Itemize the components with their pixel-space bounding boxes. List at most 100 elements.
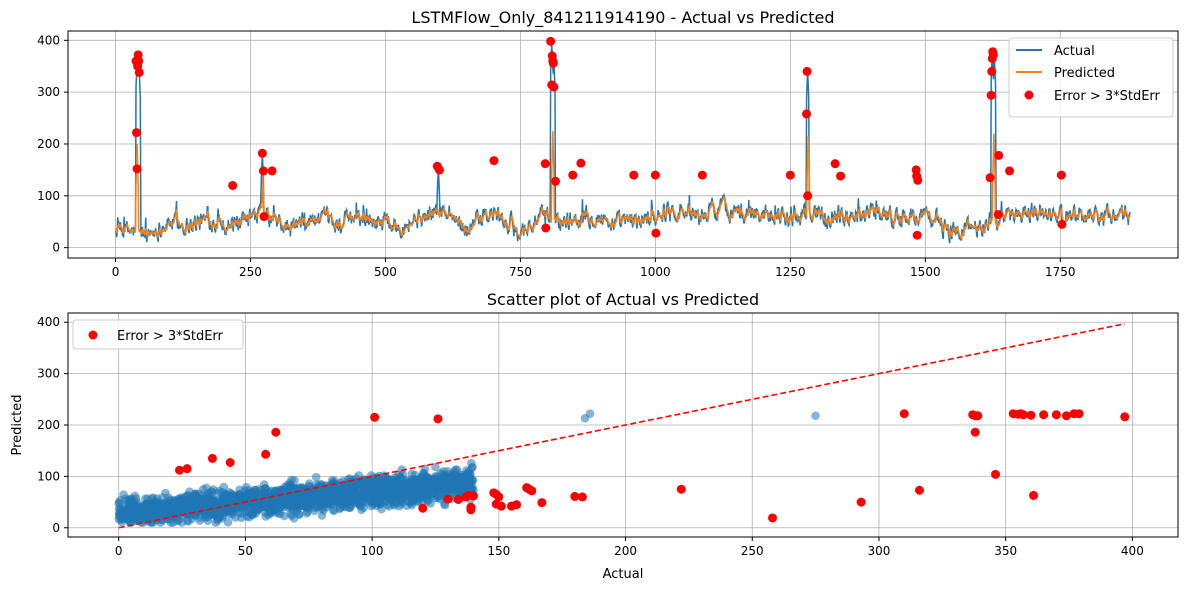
y-tick-label: 400 xyxy=(37,315,60,329)
scatter-error-point xyxy=(577,492,587,502)
scatter-point xyxy=(286,501,295,511)
scatter-point xyxy=(445,482,454,491)
bottom-panel: Scatter plot of Actual vs Predicted 0 50 1… xyxy=(10,290,1179,582)
scatter-point xyxy=(211,518,221,527)
scatter-point xyxy=(408,477,417,486)
scatter-error-point xyxy=(915,485,925,495)
y-tick-label: 200 xyxy=(37,137,60,151)
error-point xyxy=(134,56,144,66)
scatter-point xyxy=(457,473,466,483)
scatter-point xyxy=(811,411,820,421)
error-point xyxy=(258,166,268,176)
scatter-point xyxy=(454,481,464,491)
scatter-error-point xyxy=(175,465,185,475)
error-point xyxy=(913,175,923,185)
scatter-point xyxy=(301,497,311,507)
error-point xyxy=(267,166,277,176)
scatter-error-point xyxy=(570,491,580,501)
scatter-point xyxy=(218,496,228,506)
x-tick-label: 300 xyxy=(868,544,891,558)
scatter-point xyxy=(145,503,155,512)
x-tick-label: 0 xyxy=(115,544,123,558)
scatter-point xyxy=(275,502,284,511)
error-point xyxy=(912,230,922,240)
bottom-y-axis-label: Predicted xyxy=(10,394,25,455)
scatter-point xyxy=(346,483,356,493)
scatter-point xyxy=(237,513,246,522)
scatter-error-point xyxy=(261,449,271,459)
error-point xyxy=(629,170,639,180)
scatter-point xyxy=(177,496,186,505)
error-point xyxy=(987,66,997,76)
scatter-point xyxy=(252,496,262,506)
scatter-point xyxy=(429,476,439,485)
error-point xyxy=(576,158,586,168)
scatter-points xyxy=(114,409,820,527)
scatter-point xyxy=(468,482,477,492)
scatter-error-point xyxy=(537,498,547,508)
legend-error-swatch xyxy=(1024,90,1034,100)
x-tick-label: 250 xyxy=(239,265,262,279)
scatter-point xyxy=(275,509,285,519)
error-point xyxy=(132,164,142,174)
bottom-legend-box xyxy=(72,319,244,350)
scatter-point xyxy=(133,510,143,520)
top-error-points xyxy=(131,36,1067,240)
x-tick-label: 1000 xyxy=(640,265,671,279)
error-point xyxy=(1005,166,1015,176)
scatter-error-point xyxy=(899,409,909,419)
scatter-error-point xyxy=(1029,490,1039,500)
scatter-point xyxy=(204,490,214,499)
scatter-point xyxy=(164,493,173,503)
scatter-error-point xyxy=(182,464,192,474)
scatter-point xyxy=(254,504,264,514)
error-point xyxy=(785,170,795,180)
scatter-point xyxy=(372,476,382,485)
scatter-point xyxy=(209,505,219,515)
scatter-point xyxy=(431,462,440,472)
y-tick-label: 400 xyxy=(37,33,60,47)
scatter-error-point xyxy=(496,501,506,511)
scatter-point xyxy=(315,493,325,502)
scatter-error-point xyxy=(1018,410,1028,420)
top-panel: LSTMFlow_Only_841211914190 - Actual vs P… xyxy=(37,8,1179,279)
y-tick-label: 300 xyxy=(37,367,60,381)
error-point xyxy=(830,159,840,169)
scatter-error-point xyxy=(1039,410,1049,420)
legend-error-label: Error > 3*StdErr xyxy=(1054,89,1161,104)
scatter-point xyxy=(261,484,270,493)
scatter-point xyxy=(309,503,319,512)
scatter-error-points xyxy=(175,409,1130,523)
scatter-point xyxy=(464,473,473,482)
error-point xyxy=(836,171,846,181)
x-tick-label: 1500 xyxy=(910,265,941,279)
error-point xyxy=(988,50,998,60)
error-point xyxy=(548,58,558,68)
error-point xyxy=(541,223,551,233)
scatter-error-point xyxy=(443,494,453,504)
bottom-x-ticks: 0 50 100 150 200 250 300 350 400 xyxy=(115,537,1144,558)
scatter-point xyxy=(119,512,128,522)
scatter-point xyxy=(357,498,367,508)
scatter-point xyxy=(121,494,130,504)
legend-scatter-error-label: Error > 3*StdErr xyxy=(117,329,224,344)
bottom-chart-title: Scatter plot of Actual vs Predicted xyxy=(487,290,759,309)
x-tick-label: 50 xyxy=(238,544,253,558)
scatter-error-point xyxy=(433,414,443,424)
scatter-error-point xyxy=(370,412,380,422)
x-tick-label: 0 xyxy=(112,265,120,279)
scatter-point xyxy=(293,499,303,509)
predicted-series-line xyxy=(114,130,1131,242)
scatter-error-point xyxy=(991,469,1001,479)
scatter-point xyxy=(367,497,376,507)
error-point xyxy=(1057,219,1067,229)
scatter-point xyxy=(337,496,346,505)
error-point xyxy=(489,156,499,166)
scatter-point xyxy=(183,501,192,510)
scatter-point xyxy=(193,500,203,510)
scatter-error-point xyxy=(676,484,686,494)
error-point xyxy=(568,170,578,180)
bottom-legend: Error > 3*StdErr xyxy=(72,319,244,350)
scatter-error-point xyxy=(1051,410,1061,420)
scatter-point xyxy=(325,481,335,491)
